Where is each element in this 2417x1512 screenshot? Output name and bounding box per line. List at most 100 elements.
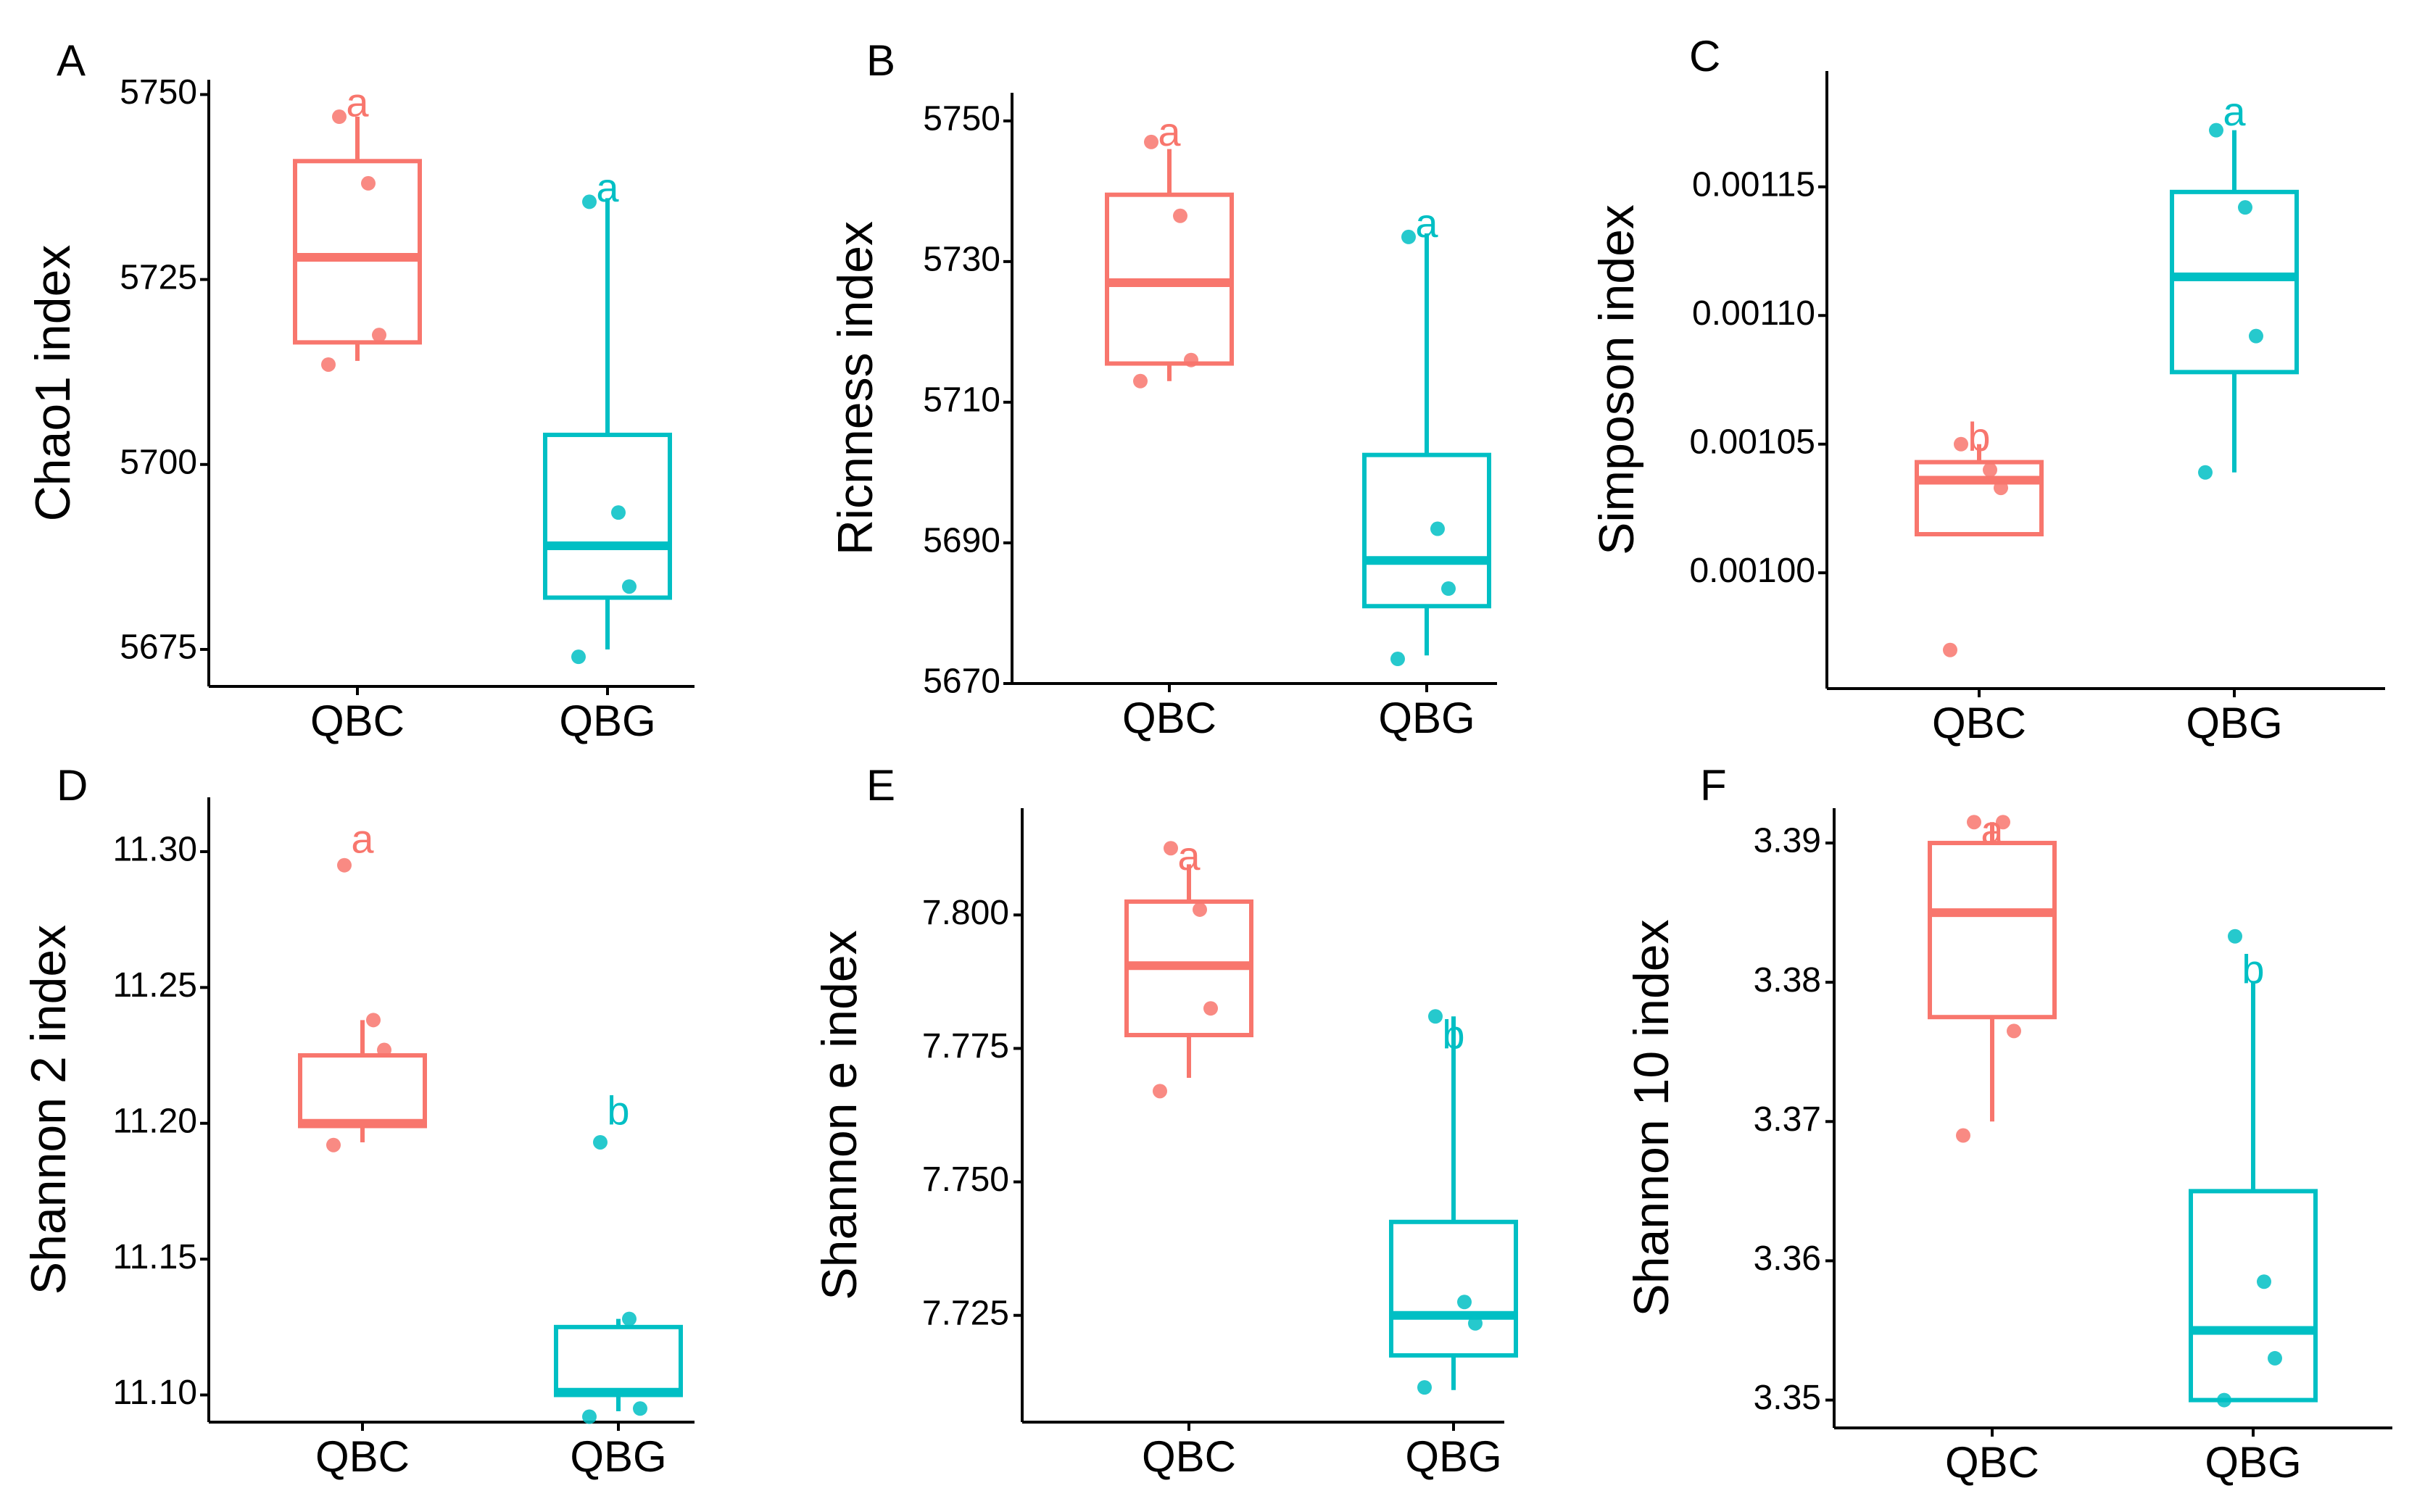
y-tick-label: 0.00110 (1692, 294, 1815, 333)
significance-letter: a (1415, 200, 1438, 246)
box-qbc (293, 159, 422, 345)
panel-f: F 3.35 3.36 3.37 3.38 3.39 QBC QBG Shannon 10 in… (1624, 761, 2392, 1487)
series-qbg: b (1389, 1009, 1518, 1395)
y-tick-label: 3.36 (1754, 1239, 1821, 1278)
panel-label: E (866, 761, 895, 810)
data-point (2217, 1392, 2231, 1408)
data-point (622, 1311, 637, 1326)
significance-letter: b (1442, 1012, 1464, 1058)
panel-label: A (57, 36, 86, 85)
box-qbc (1915, 460, 2044, 536)
y-tick-label: 5710 (923, 381, 1000, 420)
series-qbc: a (1105, 109, 1234, 389)
data-point (1967, 815, 1981, 830)
data-point (372, 328, 386, 343)
x-tick-label: QBC (1122, 694, 1216, 742)
data-point (1133, 373, 1148, 389)
box-qbc (298, 1053, 427, 1129)
series-qbg: b (554, 1087, 683, 1424)
x-tick-label: QBG (570, 1432, 666, 1481)
y-tick-label: 7.775 (922, 1027, 1009, 1066)
data-point (1430, 521, 1445, 536)
data-point (1996, 815, 2010, 830)
panel-a: A 5675 5700 5725 5750 QBC QBG Chao1 index a a (25, 36, 695, 745)
data-point (582, 194, 597, 209)
x-tick-label: QBG (2186, 699, 2282, 747)
significance-letter: b (1968, 414, 1990, 460)
series-qbc: a (298, 816, 427, 1152)
data-point (622, 579, 637, 594)
box-qbg (1389, 1219, 1518, 1358)
data-point (1390, 652, 1405, 667)
data-point (582, 1409, 597, 1424)
data-point (2198, 465, 2213, 480)
box-qbg (554, 1324, 683, 1397)
data-point (1153, 1084, 1167, 1099)
y-tick-label: 11.10 (112, 1374, 197, 1412)
y-tick-label: 11.25 (112, 966, 197, 1005)
data-point (1983, 462, 1997, 478)
y-tick-label: 7.800 (922, 894, 1009, 932)
x-tick-label: QBC (1142, 1432, 1236, 1481)
y-tick-label: 3.37 (1754, 1100, 1821, 1139)
data-point (2257, 1274, 2271, 1289)
data-point (1203, 1001, 1218, 1016)
panel-label: C (1689, 32, 1720, 80)
panel-label: B (866, 36, 895, 85)
significance-letter: a (1177, 833, 1201, 878)
series-qbc: a (293, 80, 422, 372)
x-tick-label: QBC (310, 697, 405, 745)
y-tick-label: 5690 (923, 522, 1000, 560)
panel-label: F (1700, 761, 1727, 810)
data-point (361, 175, 376, 191)
y-axis-title: Shannon 10 index (1624, 919, 1679, 1316)
panel-d: D 11.10 11.15 11.20 11.25 11.30 QBC QBG Shannon … (21, 761, 695, 1481)
data-point (571, 649, 586, 665)
significance-letter: a (2223, 88, 2246, 134)
y-tick-label: 5730 (923, 241, 1000, 279)
series-qbg: a (2170, 88, 2299, 480)
x-tick-label: QBG (2205, 1438, 2301, 1487)
series-qbc: a (1124, 833, 1253, 1099)
data-point (1401, 229, 1416, 244)
data-point (1184, 352, 1198, 367)
x-tick-label: QBC (1932, 699, 2026, 747)
y-tick-label: 3.35 (1754, 1379, 1821, 1417)
data-point (1173, 208, 1187, 223)
box-qbc (1928, 841, 2057, 1020)
data-point (1956, 1128, 1970, 1143)
significance-letter: a (596, 165, 619, 210)
data-point (1468, 1316, 1483, 1331)
x-tick-label: QBC (1945, 1438, 2039, 1487)
data-point (1954, 436, 1968, 452)
data-point (366, 1013, 381, 1028)
data-point (326, 1137, 341, 1152)
data-point (2209, 122, 2223, 138)
data-point (1417, 1380, 1432, 1395)
x-tick-label: QBC (315, 1432, 410, 1481)
data-point (1144, 134, 1158, 149)
y-axis-title: Chao1 index (25, 245, 80, 522)
y-axis-title: Shannon 2 index (21, 925, 76, 1295)
data-point (332, 109, 347, 125)
x-tick-label: QBG (1405, 1432, 1501, 1481)
data-point (321, 357, 336, 372)
y-axis-title: Ricnness index (828, 221, 883, 555)
data-point (377, 1042, 391, 1058)
y-tick-label: 5700 (120, 443, 197, 481)
data-point (337, 857, 352, 873)
data-point (2007, 1023, 2021, 1039)
series-qbg: b (2189, 929, 2318, 1408)
significance-letter: a (1158, 109, 1181, 154)
data-point (1994, 481, 2008, 496)
series-qbc: a (1928, 807, 2057, 1143)
y-tick-label: 0.00100 (1689, 552, 1815, 590)
box-qbg (543, 432, 672, 600)
y-tick-label: 5725 (120, 258, 197, 296)
y-tick-label: 11.15 (112, 1238, 197, 1276)
y-tick-label: 5675 (120, 628, 197, 667)
significance-letter: a (351, 816, 374, 862)
data-point (1193, 902, 1207, 917)
y-tick-label: 3.38 (1754, 961, 1821, 1000)
significance-letter: a (346, 80, 369, 125)
